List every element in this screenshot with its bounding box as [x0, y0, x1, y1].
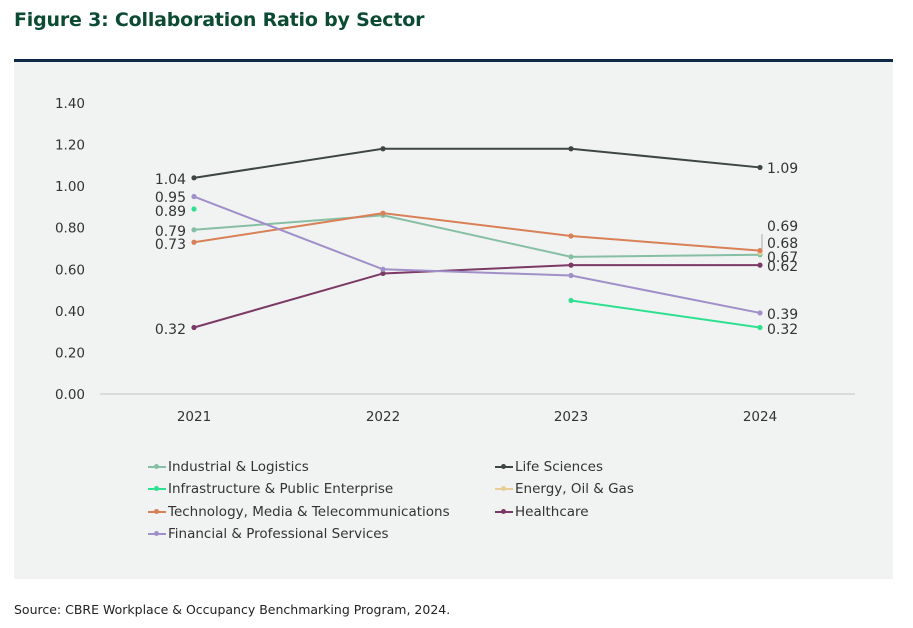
x-tick-label: 2021: [177, 409, 211, 425]
data-point-technology-media-telecommunications: [568, 233, 574, 239]
legend-swatch: [148, 531, 166, 536]
data-label-technology-media-telecommunications: 0.73: [155, 237, 186, 253]
data-label-financial-professional-services: 0.39: [767, 307, 798, 323]
x-tick-label: 2022: [366, 409, 400, 425]
legend-swatch: [148, 486, 166, 491]
data-point-healthcare: [380, 270, 386, 277]
data-point-financial-professional-services: [568, 272, 574, 279]
series-line-technology-media-telecommunications: [193, 212, 761, 252]
legend-label: Life Sciences: [515, 459, 603, 475]
data-point-life-sciences: [191, 175, 197, 181]
data-label-industrial-logistics: 0.67: [767, 250, 798, 266]
data-point-financial-professional-services: [191, 193, 197, 200]
data-point-infrastructure-public-enterprise: [757, 324, 763, 331]
data-point-technology-media-telecommunications: [380, 210, 386, 216]
legend-swatch: [495, 509, 513, 514]
data-point-industrial-logistics: [191, 227, 197, 233]
y-tick-label: 0.00: [55, 387, 85, 403]
series-line-healthcare: [193, 264, 760, 329]
data-label-infrastructure-public-enterprise: 0.32: [767, 322, 798, 338]
x-tick-label: 2023: [554, 409, 588, 425]
data-point-technology-media-telecommunications: [757, 247, 763, 254]
series-line-financial-professional-services: [193, 195, 761, 314]
data-label-healthcare: 0.32: [155, 322, 186, 338]
legend-swatch: [495, 464, 513, 469]
legend-item-infrastructure-public-enterprise: Infrastructure & Public Enterprise: [148, 481, 393, 497]
figure-title: Figure 3: Collaboration Ratio by Sector: [14, 9, 425, 31]
y-tick-label: 1.40: [55, 96, 85, 112]
data-point-life-sciences: [380, 146, 386, 152]
data-point-healthcare: [191, 324, 197, 331]
legend-swatch: [495, 486, 513, 491]
series-line-life-sciences: [193, 147, 761, 179]
y-tick-label: 0.40: [55, 304, 85, 320]
data-point-industrial-logistics: [568, 254, 574, 260]
legend-label: Financial & Professional Services: [168, 526, 389, 542]
data-point-life-sciences: [757, 164, 763, 171]
data-label-life-sciences: 1.04: [155, 172, 186, 188]
data-label-healthcare: 0.62: [767, 259, 798, 275]
legend-swatch: [148, 509, 166, 514]
legend-item-industrial-logistics: Industrial & Logistics: [148, 459, 309, 475]
source-note: Source: CBRE Workplace & Occupancy Bench…: [14, 602, 451, 617]
legend-label: Healthcare: [515, 504, 589, 520]
data-point-technology-media-telecommunications: [191, 239, 197, 245]
legend-item-financial-professional-services: Financial & Professional Services: [148, 526, 389, 542]
data-label-energy-oil-gas: 0.68: [767, 236, 798, 252]
title-divider: [14, 59, 893, 62]
y-tick-label: 0.80: [55, 221, 85, 237]
legend-label: Energy, Oil & Gas: [515, 481, 634, 497]
data-point-infrastructure-public-enterprise: [191, 206, 197, 212]
data-point-life-sciences: [568, 146, 574, 152]
data-point-infrastructure-public-enterprise: [568, 297, 574, 304]
series-line-industrial-logistics: [193, 214, 761, 258]
y-tick-label: 0.20: [55, 345, 85, 361]
data-point-healthcare: [757, 262, 763, 268]
y-tick-label: 0.60: [55, 262, 85, 278]
y-tick-label: 1.20: [55, 138, 85, 154]
legend-item-life-sciences: Life Sciences: [495, 459, 603, 475]
data-label-life-sciences: 1.09: [767, 161, 798, 177]
legend-item-healthcare: Healthcare: [495, 504, 589, 520]
data-point-healthcare: [568, 262, 574, 268]
data-point-financial-professional-services: [757, 310, 763, 316]
legend-label: Infrastructure & Public Enterprise: [168, 481, 394, 497]
legend-label: Industrial & Logistics: [168, 459, 309, 475]
data-label-industrial-logistics: 0.79: [155, 224, 186, 240]
x-tick-label: 2024: [743, 409, 777, 425]
data-label-financial-professional-services: 0.95: [155, 190, 186, 206]
data-point-financial-professional-services: [380, 266, 386, 272]
legend-item-energy-oil-gas: Energy, Oil & Gas: [495, 481, 634, 497]
data-label-infrastructure-public-enterprise: 0.89: [155, 204, 186, 220]
legend-swatch: [148, 464, 166, 469]
data-label-technology-media-telecommunications: 0.69: [767, 219, 798, 235]
y-tick-label: 1.00: [55, 179, 85, 195]
legend-label: Technology, Media & Telecommunications: [168, 504, 450, 520]
legend-item-technology-media-telecommunications: Technology, Media & Telecommunications: [148, 504, 450, 520]
series-line-infrastructure-public-enterprise: [570, 299, 761, 329]
